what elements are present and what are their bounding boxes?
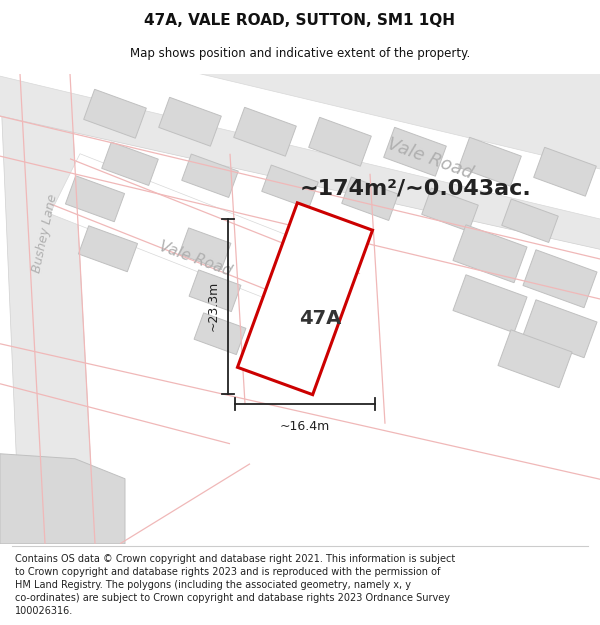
Polygon shape [158, 98, 221, 146]
Polygon shape [422, 188, 478, 231]
Polygon shape [194, 313, 246, 354]
Polygon shape [498, 330, 572, 388]
Polygon shape [65, 176, 125, 222]
Text: Contains OS data © Crown copyright and database right 2021. This information is : Contains OS data © Crown copyright and d… [15, 554, 455, 616]
Polygon shape [262, 165, 318, 209]
Polygon shape [453, 225, 527, 282]
Text: Map shows position and indicative extent of the property.: Map shows position and indicative extent… [130, 47, 470, 59]
Polygon shape [189, 270, 241, 312]
Polygon shape [83, 89, 146, 138]
Text: Bushey Lane: Bushey Lane [30, 193, 60, 274]
Polygon shape [383, 127, 446, 176]
Polygon shape [238, 203, 373, 394]
Polygon shape [233, 107, 296, 156]
Polygon shape [182, 154, 238, 198]
Text: ~16.4m: ~16.4m [280, 420, 330, 432]
Polygon shape [79, 226, 137, 272]
Polygon shape [453, 275, 527, 332]
Polygon shape [0, 454, 125, 544]
Polygon shape [308, 118, 371, 166]
Polygon shape [523, 300, 597, 358]
Text: 47A: 47A [299, 309, 341, 328]
Polygon shape [0, 74, 95, 544]
Polygon shape [179, 228, 231, 269]
Text: ~174m²/~0.043ac.: ~174m²/~0.043ac. [300, 179, 532, 199]
Text: ~23.3m: ~23.3m [206, 281, 220, 331]
Polygon shape [0, 54, 600, 254]
Polygon shape [523, 250, 597, 308]
Text: Vale Road: Vale Road [157, 239, 233, 279]
Polygon shape [50, 154, 360, 324]
Polygon shape [0, 24, 600, 224]
Text: Vale Road: Vale Road [385, 135, 475, 182]
Polygon shape [533, 148, 596, 196]
Polygon shape [342, 177, 398, 221]
Polygon shape [102, 142, 158, 186]
Text: 47A, VALE ROAD, SUTTON, SM1 1QH: 47A, VALE ROAD, SUTTON, SM1 1QH [145, 13, 455, 28]
Polygon shape [458, 138, 521, 186]
Polygon shape [502, 199, 558, 242]
